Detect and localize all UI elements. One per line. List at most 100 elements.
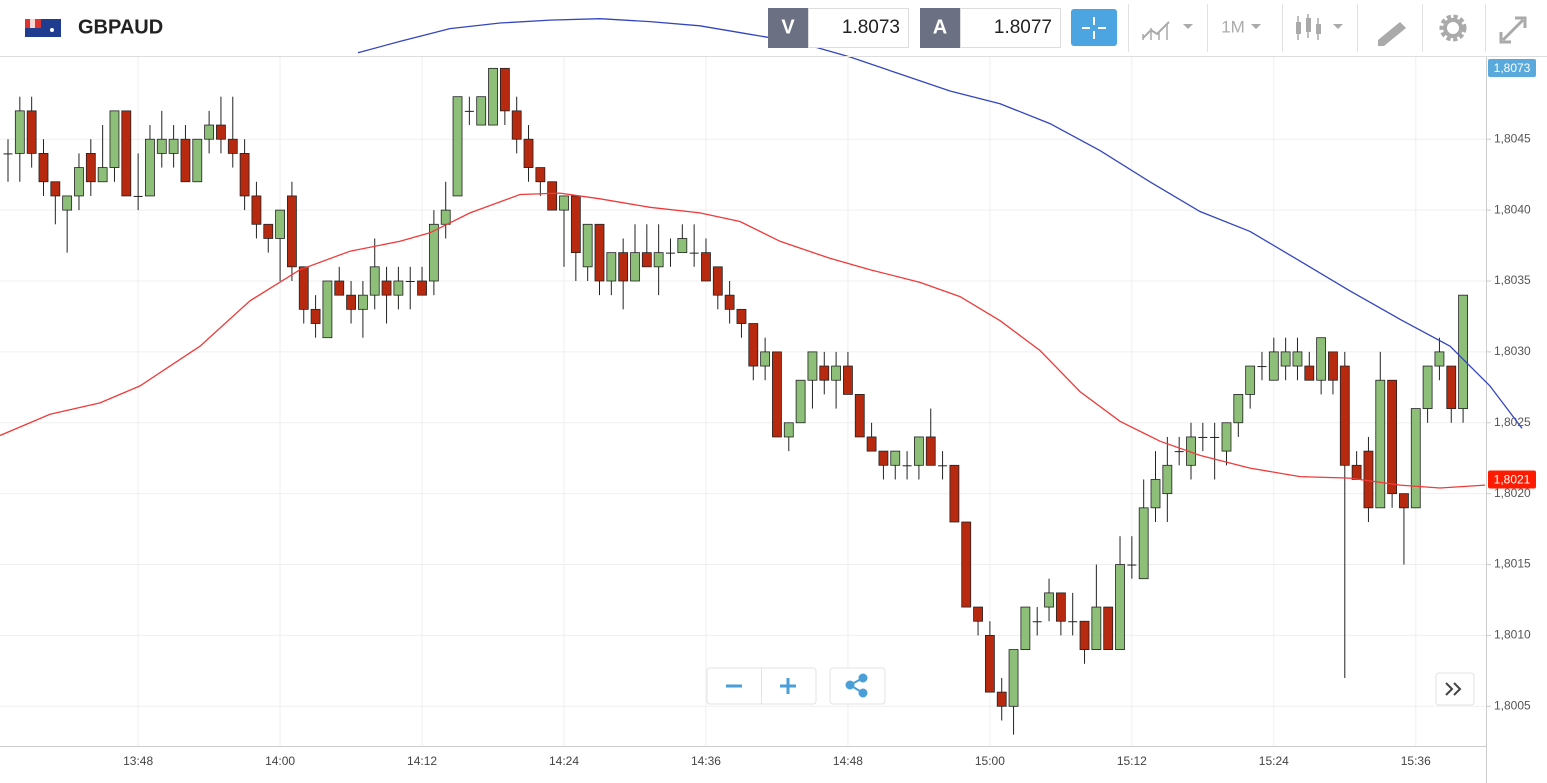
candle-body <box>1221 422 1232 452</box>
x-tick-label: 14:12 <box>407 754 437 768</box>
candle-body <box>1458 294 1468 409</box>
candle-body <box>996 691 1007 707</box>
settings-button[interactable] <box>1439 14 1467 42</box>
candle-body <box>322 280 333 339</box>
y-tick-label: 1,8040 <box>1494 202 1531 216</box>
candle-body <box>1127 564 1137 566</box>
scroll-end-icon <box>1445 682 1462 696</box>
candle-body <box>227 138 238 154</box>
candle-body <box>74 167 84 197</box>
candle-body <box>393 280 404 296</box>
candle-body <box>1410 408 1421 509</box>
price-tag-label: 1,8021 <box>1494 473 1531 487</box>
x-tick-label: 14:48 <box>833 754 863 768</box>
bid-label-box[interactable] <box>768 8 808 48</box>
candle-body <box>97 167 108 183</box>
candle-body <box>1174 451 1184 453</box>
y-tick-label: 1,8025 <box>1494 415 1531 429</box>
candle-body <box>1351 464 1362 480</box>
candle-body <box>121 110 132 197</box>
candle-body <box>819 365 830 381</box>
candle-body <box>1233 394 1244 424</box>
candle-body <box>938 465 948 467</box>
candle-body <box>346 294 356 310</box>
candle-body <box>168 138 179 154</box>
candle-body <box>677 238 688 254</box>
candle-body <box>1387 379 1398 495</box>
candle-body <box>156 138 167 154</box>
candle-body <box>62 195 73 211</box>
candles-button[interactable] <box>1296 14 1343 40</box>
y-tick-label: 1,8035 <box>1494 273 1531 287</box>
candle-body <box>902 465 912 467</box>
candle-body <box>1375 379 1386 509</box>
fullscreen-button[interactable] <box>1499 16 1527 44</box>
x-tick-label: 13:48 <box>123 754 153 768</box>
candle-body <box>192 138 203 183</box>
x-tick-label: 15:24 <box>1259 754 1289 768</box>
timeframe-caret <box>1251 24 1261 29</box>
candle-body <box>890 450 901 466</box>
candle-body <box>1292 351 1303 367</box>
candle-body <box>428 223 439 282</box>
timeframe[interactable]: 1M <box>1221 17 1245 36</box>
candle-body <box>1434 351 1445 367</box>
candle-body <box>476 96 487 126</box>
plot: 1,8005 1,8010 1,8015 1,8020 1,8025 1,8030 1,80… <box>0 18 1531 783</box>
candle-body <box>878 450 889 466</box>
x-tick-label: 15:00 <box>975 754 1005 768</box>
chart-type-button[interactable] <box>1142 21 1193 40</box>
candle-body <box>795 379 806 424</box>
y-tick-label: 1,8005 <box>1494 698 1531 712</box>
candle-body <box>949 464 960 523</box>
zoom-in[interactable] <box>780 678 796 694</box>
candle-body <box>26 110 37 154</box>
candle-body <box>1422 365 1433 409</box>
candle-body <box>547 181 558 211</box>
candle-body <box>1138 507 1149 580</box>
candle-body <box>1020 606 1031 650</box>
crosshair-button[interactable] <box>1071 9 1117 46</box>
candle-body <box>630 252 640 282</box>
candle-body <box>665 252 675 254</box>
candle-body <box>133 195 143 197</box>
bid-box[interactable] <box>808 8 909 48</box>
candle-body <box>357 294 368 310</box>
scroll-end-button[interactable] <box>1435 672 1475 706</box>
candle-body <box>984 635 995 693</box>
candle-body <box>570 195 581 254</box>
candle-body <box>1198 436 1208 438</box>
candle-body <box>1363 450 1374 509</box>
share-button[interactable] <box>829 667 886 705</box>
candle-body <box>440 209 451 225</box>
x-tick-label: 14:24 <box>549 754 579 768</box>
candle-body <box>712 266 723 296</box>
bid-label: V <box>781 16 795 38</box>
candle-body <box>1162 464 1173 495</box>
candle-body <box>1257 366 1267 368</box>
y-tick-label: 1,8020 <box>1494 486 1531 500</box>
candle-body <box>783 422 794 438</box>
candle-body <box>594 223 605 282</box>
y-tick-label: 1,8030 <box>1494 344 1531 358</box>
candle-body <box>204 124 215 140</box>
candle-body <box>1103 606 1114 650</box>
candle-body <box>369 266 380 296</box>
candle-body <box>535 167 546 183</box>
candle-body <box>239 153 250 197</box>
candle-body <box>914 436 924 466</box>
candle-body <box>488 67 498 126</box>
candle-body <box>866 436 877 452</box>
candle-body <box>1280 351 1291 367</box>
separators <box>1128 4 1486 52</box>
candle-body <box>1210 436 1220 438</box>
indicator-line <box>357 18 1523 429</box>
ask-box[interactable] <box>960 8 1061 48</box>
candle-body <box>689 252 699 254</box>
candle-body <box>1079 620 1090 650</box>
candle-body <box>618 252 629 282</box>
candle-body <box>452 96 463 197</box>
draw-button[interactable] <box>1378 22 1406 46</box>
ask-label-box[interactable] <box>920 8 960 48</box>
candle-body <box>417 280 427 296</box>
